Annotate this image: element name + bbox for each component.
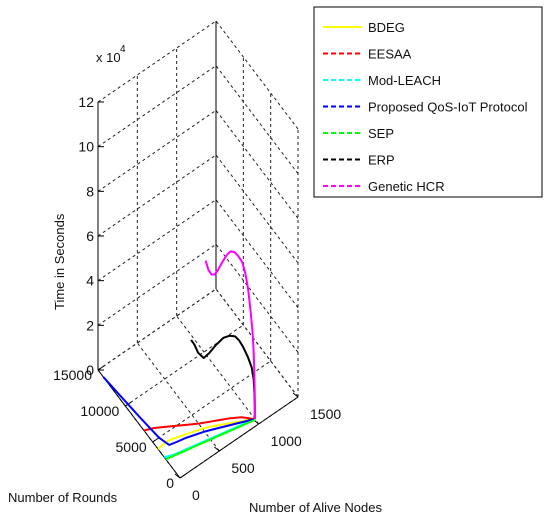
z-multiplier-label: x 10: [96, 50, 121, 65]
z-tick-label: 0: [86, 362, 94, 378]
series-line-eesaa: [143, 416, 256, 432]
legend-label: Genetic HCR: [368, 179, 445, 194]
x-tick-label: 1000: [271, 433, 302, 449]
z-multiplier-exponent: 4: [120, 44, 126, 55]
legend-label: BDEG: [368, 20, 405, 35]
grid-line-x-floor: [136, 342, 220, 452]
grid-line-y-floor: [97, 288, 217, 371]
series-line-sep: [165, 418, 256, 461]
y-tick-mark: [152, 437, 159, 443]
grid-line-z-side: [215, 20, 299, 130]
legend-label: SEP: [368, 126, 394, 141]
grid-line-z-side: [215, 244, 299, 353]
x-axis-line: [179, 396, 299, 479]
grid-line-z-side: [215, 65, 299, 174]
legend-label: Mod-LEACH: [368, 73, 441, 88]
legend-box: [313, 6, 543, 198]
x-tick-label: 1500: [310, 406, 341, 422]
grid-line-z-side: [215, 199, 299, 308]
z-tick-label: 8: [86, 183, 94, 199]
x-tick-label: 500: [231, 460, 255, 476]
y-tick-mark: [97, 365, 105, 371]
z-tick-label: 10: [78, 139, 94, 155]
grid-line-z-side: [215, 154, 299, 264]
grid-line-z-back: [97, 65, 217, 148]
x-tick-mark: [292, 392, 299, 398]
grid-line-z-back: [97, 199, 217, 282]
y-axis-line: [97, 369, 181, 479]
grid-line-x-floor: [176, 315, 260, 425]
series-line-proposed-qos-iot-protocol: [102, 376, 256, 446]
z-tick-label: 12: [78, 94, 94, 110]
x-tick-mark: [174, 473, 181, 479]
y-axis-label: Number of Rounds: [8, 490, 118, 505]
x-axis-label: Number of Alive Nodes: [249, 500, 382, 515]
grid-line-z-back: [97, 243, 217, 326]
grid-line-z-side: [215, 110, 299, 219]
legend-label: EESAA: [368, 47, 412, 62]
legend: BDEG EESAA Mod-LEACH Proposed QoS-IoT Proto…: [313, 6, 543, 198]
y-tick-label: 0: [166, 475, 174, 491]
grid-line-z-back: [97, 109, 217, 192]
series-lines: [102, 250, 256, 461]
grid-line-z-back: [97, 154, 217, 237]
z-tick-label: 6: [86, 228, 94, 244]
z-tick-label: 4: [86, 273, 94, 289]
z-axis-label: Time in Seconds: [52, 213, 67, 310]
series-line-genetic-hcr: [204, 250, 256, 419]
y-tick-label: 5000: [116, 439, 147, 455]
y-tick-mark: [179, 473, 187, 479]
legend-label: Proposed QoS-IoT Protocol: [368, 100, 528, 115]
y-tick-label: 15000: [53, 367, 92, 383]
series-line-erp: [190, 334, 256, 419]
legend-label: ERP: [368, 153, 395, 168]
y-tick-label: 10000: [80, 403, 119, 419]
z-tick-label: 2: [86, 317, 94, 333]
grid-line-x-floor: [215, 288, 299, 398]
x-tick-mark: [214, 446, 220, 452]
x-tick-label: 0: [192, 487, 200, 503]
